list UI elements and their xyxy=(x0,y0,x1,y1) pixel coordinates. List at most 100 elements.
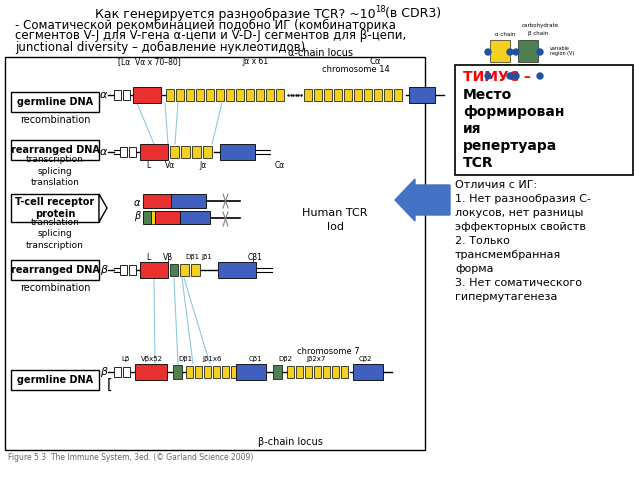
Bar xyxy=(353,364,383,380)
Bar xyxy=(222,366,229,378)
Bar xyxy=(374,89,382,101)
Text: Jβ1x6: Jβ1x6 xyxy=(202,356,221,362)
Text: 1. Нет разнообразия С-: 1. Нет разнообразия С- xyxy=(455,194,591,204)
Text: 2. Только: 2. Только xyxy=(455,236,510,246)
Bar xyxy=(490,64,510,86)
Text: L: L xyxy=(146,161,150,170)
Bar xyxy=(520,88,530,102)
Bar xyxy=(120,265,127,275)
Text: форма: форма xyxy=(455,264,493,274)
Bar xyxy=(196,89,204,101)
Text: rearranged DNA: rearranged DNA xyxy=(11,145,99,155)
Bar xyxy=(180,264,189,276)
Text: [: [ xyxy=(108,378,113,392)
Bar xyxy=(11,140,99,160)
Circle shape xyxy=(485,49,491,55)
Bar xyxy=(364,89,372,101)
Text: L: L xyxy=(146,252,150,262)
Bar xyxy=(195,366,202,378)
Text: α-chain locus: α-chain locus xyxy=(287,48,353,58)
Text: cytoplasmic tail: cytoplasmic tail xyxy=(550,113,589,119)
Circle shape xyxy=(513,73,519,79)
Text: Jα x 61: Jα x 61 xyxy=(242,58,268,67)
Text: Cβ2: Cβ2 xyxy=(358,356,372,362)
Bar xyxy=(155,211,180,224)
Text: ТИМУС –: ТИМУС – xyxy=(463,70,531,84)
Bar xyxy=(135,364,167,380)
Circle shape xyxy=(485,73,491,79)
Text: (в CDR3): (в CDR3) xyxy=(381,8,441,21)
Text: junctional diversity – добавление нуклеотидов): junctional diversity – добавление нуклео… xyxy=(15,40,305,54)
Text: recombination: recombination xyxy=(20,115,90,125)
Bar xyxy=(203,146,212,158)
Bar xyxy=(176,89,184,101)
Text: репертуара: репертуара xyxy=(463,139,557,153)
Bar xyxy=(129,147,136,157)
Text: ия: ия xyxy=(463,122,481,136)
Text: формирован: формирован xyxy=(463,105,564,119)
Text: germline DNA: germline DNA xyxy=(17,97,93,107)
Text: rearranged DNA: rearranged DNA xyxy=(11,265,99,275)
Text: Как генерируется разнообразие TCR? ~10: Как генерируется разнообразие TCR? ~10 xyxy=(95,8,375,21)
Bar xyxy=(384,89,392,101)
Text: Отличия с ИГ:: Отличия с ИГ: xyxy=(455,180,537,190)
Text: [Lα  Vα x 70–80]: [Lα Vα x 70–80] xyxy=(118,58,180,67)
Bar xyxy=(206,89,214,101)
Text: chromosome 7: chromosome 7 xyxy=(298,348,360,357)
Bar xyxy=(304,89,312,101)
Bar xyxy=(143,194,171,208)
Bar xyxy=(140,262,168,278)
Text: translation
splicing
transcription: translation splicing transcription xyxy=(26,218,84,250)
Bar xyxy=(498,88,508,102)
Bar xyxy=(166,89,174,101)
Bar xyxy=(236,89,244,101)
Circle shape xyxy=(507,73,513,79)
Bar xyxy=(181,146,190,158)
Bar xyxy=(246,89,254,101)
Text: variable
region (V): variable region (V) xyxy=(550,46,574,56)
Bar xyxy=(256,89,264,101)
Bar xyxy=(129,265,136,275)
Bar xyxy=(11,260,99,280)
Bar xyxy=(143,211,151,224)
Text: α: α xyxy=(100,90,107,100)
Circle shape xyxy=(513,49,519,55)
Bar xyxy=(394,89,402,101)
Text: transcription
splicing
translation: transcription splicing translation xyxy=(26,155,84,187)
FancyArrow shape xyxy=(395,179,450,221)
Text: трансмембранная: трансмембранная xyxy=(455,250,561,260)
Text: chromosome 14: chromosome 14 xyxy=(323,65,390,74)
Text: Dβ1: Dβ1 xyxy=(185,254,199,260)
Bar xyxy=(455,65,633,175)
Text: α chain: α chain xyxy=(495,32,515,36)
Text: transmembrane
region: transmembrane region xyxy=(550,100,590,110)
Text: T-cell receptor
protein: T-cell receptor protein xyxy=(15,197,95,219)
Bar xyxy=(213,366,220,378)
Text: Dβ2: Dβ2 xyxy=(278,356,292,362)
Text: Cα: Cα xyxy=(275,161,285,170)
Bar xyxy=(344,89,352,101)
Bar xyxy=(323,366,330,378)
Text: Cβ1: Cβ1 xyxy=(248,252,262,262)
Bar xyxy=(151,211,155,224)
Text: эффекторных свойств: эффекторных свойств xyxy=(455,222,586,232)
Bar xyxy=(171,194,206,208)
Bar xyxy=(170,264,178,276)
Bar xyxy=(490,40,510,62)
Bar xyxy=(123,367,130,377)
Bar xyxy=(518,64,538,86)
Text: 3. Нет соматического: 3. Нет соматического xyxy=(455,278,582,288)
Bar xyxy=(314,89,322,101)
Text: сегментов V-J для V-гена α-цепи и V-D-J сегментов для β-цепи,: сегментов V-J для V-гена α-цепи и V-D-J … xyxy=(15,29,406,43)
Text: Dβ1: Dβ1 xyxy=(178,356,192,362)
Text: локусов, нет разницы: локусов, нет разницы xyxy=(455,208,584,218)
Text: TCR: TCR xyxy=(463,156,493,170)
Bar xyxy=(276,89,284,101)
Text: carbohydrate: carbohydrate xyxy=(522,23,559,27)
Bar xyxy=(133,87,161,103)
Bar xyxy=(236,364,266,380)
Bar xyxy=(305,366,312,378)
Text: Figure 5.3  The Immune System, 3ed. (© Garland Science 2009): Figure 5.3 The Immune System, 3ed. (© Ga… xyxy=(8,454,253,463)
Text: Jβ2x7: Jβ2x7 xyxy=(307,356,326,362)
Bar xyxy=(170,146,179,158)
